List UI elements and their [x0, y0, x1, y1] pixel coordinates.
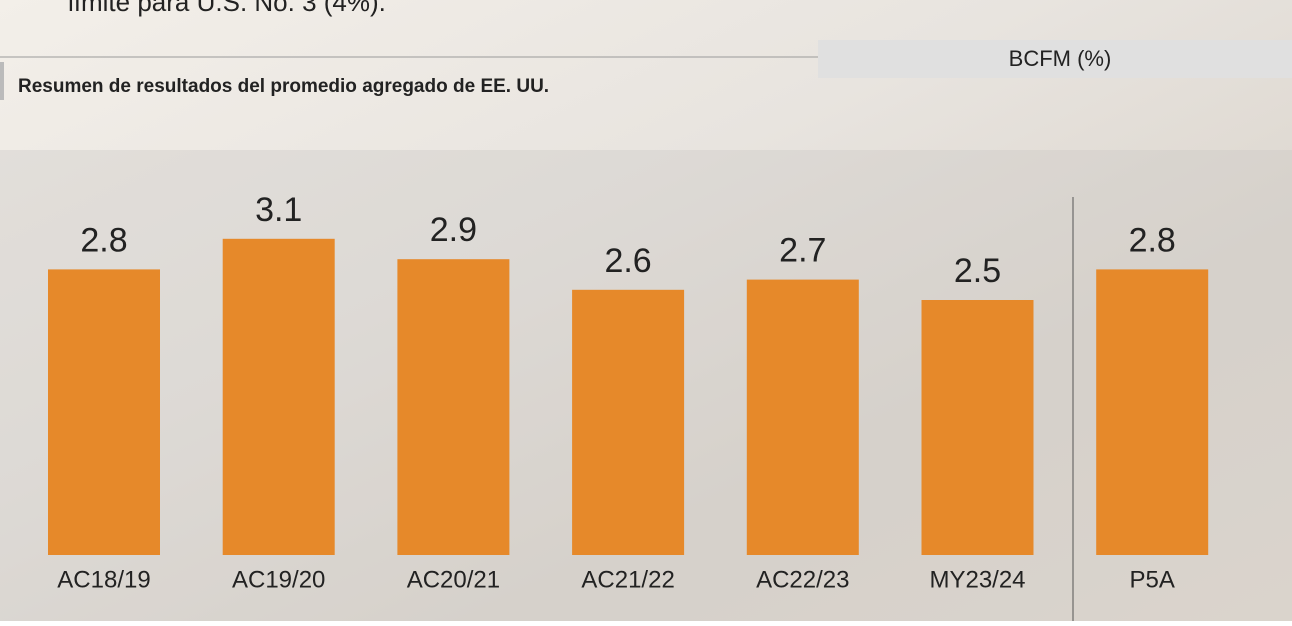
x-tick-label: AC18/19	[57, 566, 150, 593]
bar	[746, 279, 859, 555]
value-label: 2.5	[954, 252, 1001, 290]
chart-title: Resumen de resultados del promedio agreg…	[18, 76, 549, 97]
header-text: límite para U.S. No. 3 (4%).	[68, 0, 386, 17]
bar	[222, 238, 335, 556]
x-tick-label: P5A	[1130, 566, 1175, 593]
unit-label: BCFM (%)	[1009, 46, 1112, 71]
x-tick-label: AC21/22	[581, 566, 674, 593]
value-label: 2.9	[430, 211, 477, 249]
x-tick-label: AC22/23	[756, 566, 849, 593]
bar	[921, 300, 1034, 555]
bar	[1096, 269, 1209, 555]
bar	[48, 269, 160, 555]
bar	[397, 259, 510, 555]
value-label: 2.6	[604, 242, 651, 280]
x-tick-label: AC19/20	[232, 566, 325, 593]
value-label: 2.8	[80, 221, 127, 259]
unit-box	[818, 40, 1292, 78]
value-label: 2.8	[1129, 221, 1176, 259]
title-accent	[0, 62, 4, 100]
value-label: 2.7	[779, 232, 826, 270]
x-tick-label: AC20/21	[407, 566, 500, 593]
x-tick-label: MY23/24	[929, 566, 1025, 593]
bar	[572, 289, 685, 555]
value-label: 3.1	[255, 191, 302, 229]
